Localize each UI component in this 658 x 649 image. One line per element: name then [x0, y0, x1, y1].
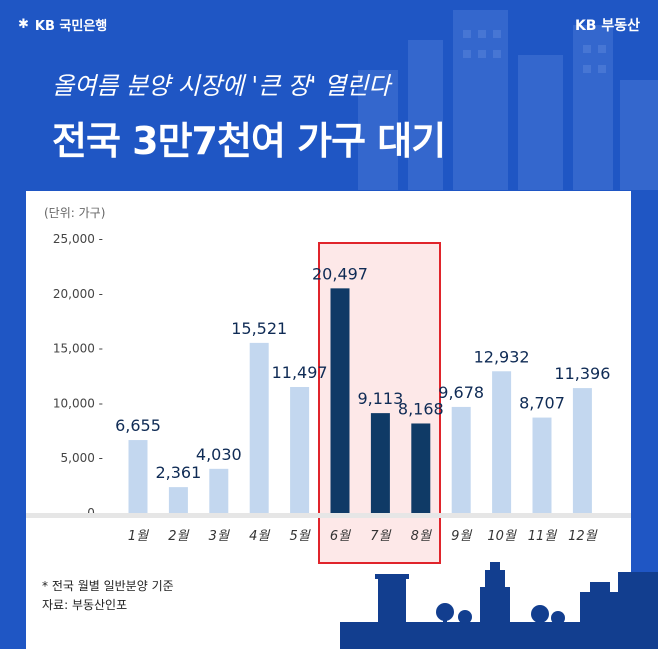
x-tick-label: 6월 — [330, 529, 351, 544]
x-tick-label: 8월 — [411, 529, 432, 544]
x-tick-label: 1월 — [128, 529, 149, 544]
baseline-band — [26, 513, 631, 518]
bar-11 — [532, 417, 552, 513]
bar-12 — [572, 388, 592, 513]
y-tick-label: 10,000 - — [53, 396, 103, 410]
page-title: 전국 3만7천여 가구 대기 — [52, 119, 446, 163]
star-icon: ✱ — [18, 17, 29, 32]
x-tick-label: 5월 — [289, 529, 310, 544]
value-label: 9,113 — [357, 389, 403, 408]
value-label: 4,030 — [196, 445, 242, 464]
y-tick-label: 15,000 - — [53, 342, 103, 356]
bar-3 — [209, 468, 229, 513]
subtitle: 올여름 분양 시장에 '큰 장' 열린다 — [52, 72, 391, 100]
background-buildings — [358, 10, 658, 190]
bar-5 — [290, 386, 310, 513]
x-tick-label: 7월 — [370, 529, 391, 544]
footnote: * 전국 월별 일반분양 기준 자료: 부동산인포 — [42, 577, 174, 615]
value-label: 6,655 — [115, 416, 161, 435]
value-label: 20,497 — [312, 264, 368, 283]
footnote-source: 자료: 부동산인포 — [42, 598, 128, 612]
x-tick-label: 2월 — [168, 529, 189, 544]
x-tick-label: 3월 — [209, 529, 230, 544]
bar-1 — [128, 440, 148, 513]
value-label: 9,678 — [438, 383, 484, 402]
bar-4 — [249, 342, 269, 513]
x-tick-label: 12월 — [568, 529, 598, 544]
value-label: 2,361 — [155, 463, 201, 482]
bar-2 — [168, 487, 188, 513]
skyline-illustration — [340, 562, 658, 649]
x-tick-label: 4월 — [249, 529, 270, 544]
value-label: 12,932 — [474, 347, 530, 366]
x-tick-label: 10월 — [487, 529, 517, 544]
x-tick-label: 9월 — [451, 529, 472, 544]
brand-logo: KB 부동산 — [574, 18, 640, 34]
value-label: 11,497 — [272, 363, 328, 382]
bar-6 — [330, 288, 350, 513]
footnote-note: * 전국 월별 일반분양 기준 — [42, 579, 174, 593]
y-tick-label: 5,000 - — [61, 451, 104, 465]
value-label: 15,521 — [231, 319, 287, 338]
y-tick-label: 20,000 - — [53, 287, 103, 301]
unit-label: (단위: 가구) — [44, 206, 105, 220]
x-tick-label: 11월 — [528, 529, 558, 544]
bank-logo-text: KB 국민은행 — [34, 19, 108, 34]
bar-9 — [451, 406, 471, 513]
value-label: 11,396 — [554, 364, 610, 383]
value-label: 8,168 — [398, 399, 444, 418]
bar-10 — [492, 371, 512, 513]
y-tick-label: 25,000 - — [53, 232, 103, 246]
bar-7 — [370, 413, 390, 513]
value-label: 8,707 — [519, 394, 565, 413]
bar-8 — [411, 423, 431, 513]
bank-logo: ✱ KB 국민은행 — [18, 15, 107, 34]
